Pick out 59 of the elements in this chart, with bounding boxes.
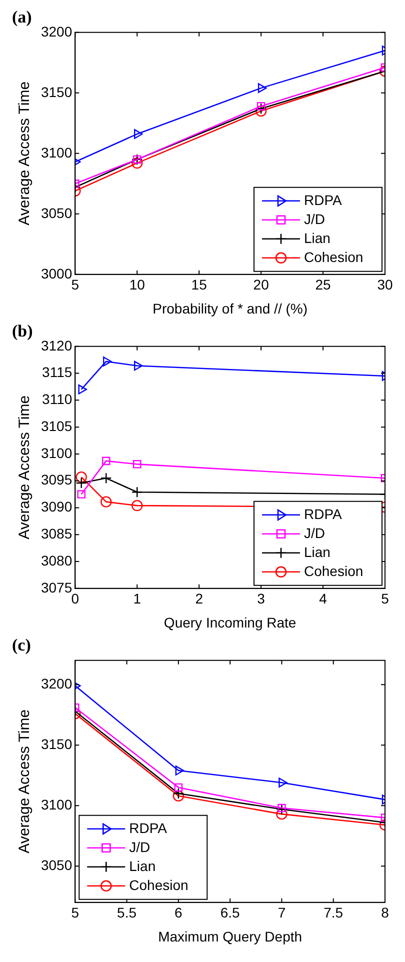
y-tick-label: 3075 bbox=[40, 579, 72, 596]
legend-label: RDPA bbox=[304, 506, 343, 522]
legend-label: Lian bbox=[304, 230, 330, 246]
x-tick-label: 10 bbox=[129, 276, 146, 293]
y-tick-label: 3115 bbox=[42, 364, 72, 380]
x-tick-label: 20 bbox=[253, 276, 270, 293]
y-tick-label: 3100 bbox=[40, 444, 72, 461]
legend-label: J/D bbox=[129, 838, 150, 855]
x-tick-label: 30 bbox=[377, 276, 393, 293]
legend-label: J/D bbox=[304, 524, 325, 541]
x-tick-label: 1 bbox=[133, 590, 142, 607]
x-tick-label: 8 bbox=[381, 904, 390, 921]
y-tick-label: 3090 bbox=[40, 498, 72, 515]
legend-label: Cohesion bbox=[304, 562, 364, 579]
x-tick-label: 5 bbox=[71, 276, 80, 293]
x-tick-label: 5 bbox=[381, 590, 390, 607]
x-axis-title: Probability of * and // (%) bbox=[152, 300, 308, 316]
chart-title: (a) bbox=[12, 8, 32, 27]
x-tick-label: 6.5 bbox=[220, 904, 240, 921]
y-tick-label: 3200 bbox=[40, 675, 72, 692]
y-tick-label: 3080 bbox=[40, 552, 72, 568]
legend-label: RDPA bbox=[129, 820, 168, 836]
y-tick-label: 3200 bbox=[40, 23, 72, 40]
x-tick-label: 7.5 bbox=[324, 904, 344, 921]
x-tick-label: 3 bbox=[257, 590, 266, 607]
x-tick-label: 2 bbox=[195, 590, 204, 607]
x-tick-label: 25 bbox=[315, 276, 332, 293]
y-tick-label: 3085 bbox=[40, 525, 72, 542]
y-axis-title: Average Access Time bbox=[16, 395, 34, 540]
y-axis-title: Average Access Time bbox=[16, 81, 34, 226]
x-tick-label: 5 bbox=[71, 904, 80, 921]
legend-label: RDPA bbox=[304, 192, 343, 208]
y-tick-label: 3000 bbox=[40, 265, 72, 282]
x-tick-label: 6 bbox=[174, 904, 183, 921]
y-tick-label: 3095 bbox=[40, 472, 72, 488]
x-axis-title: Query Incoming Rate bbox=[164, 614, 296, 630]
y-tick-label: 3150 bbox=[40, 736, 72, 752]
y-tick-label: 3105 bbox=[40, 418, 72, 434]
x-tick-label: 5.5 bbox=[117, 904, 137, 921]
y-tick-label: 3150 bbox=[40, 84, 72, 100]
x-tick-label: 15 bbox=[191, 276, 208, 293]
y-tick-label: 3120 bbox=[40, 337, 72, 354]
legend-label: J/D bbox=[304, 210, 325, 227]
x-tick-label: 7 bbox=[278, 904, 286, 921]
x-tick-label: 4 bbox=[319, 590, 328, 607]
chart-title: (b) bbox=[12, 322, 33, 341]
legend-label: Lian bbox=[304, 544, 330, 560]
legend-label: Lian bbox=[129, 858, 156, 874]
y-tick-label: 3110 bbox=[42, 391, 72, 408]
x-tick-label: 0 bbox=[71, 590, 80, 607]
x-axis-title: Maximum Query Depth bbox=[158, 928, 302, 944]
legend-label: Cohesion bbox=[129, 876, 188, 893]
legend-label: Cohesion bbox=[304, 248, 364, 265]
chart-title: (c) bbox=[12, 636, 31, 655]
y-axis-title: Average Access Time bbox=[16, 709, 34, 854]
y-tick-label: 3100 bbox=[40, 144, 72, 160]
y-tick-label: 3050 bbox=[40, 856, 72, 873]
y-tick-label: 3100 bbox=[40, 796, 72, 812]
y-tick-label: 3050 bbox=[40, 204, 72, 221]
